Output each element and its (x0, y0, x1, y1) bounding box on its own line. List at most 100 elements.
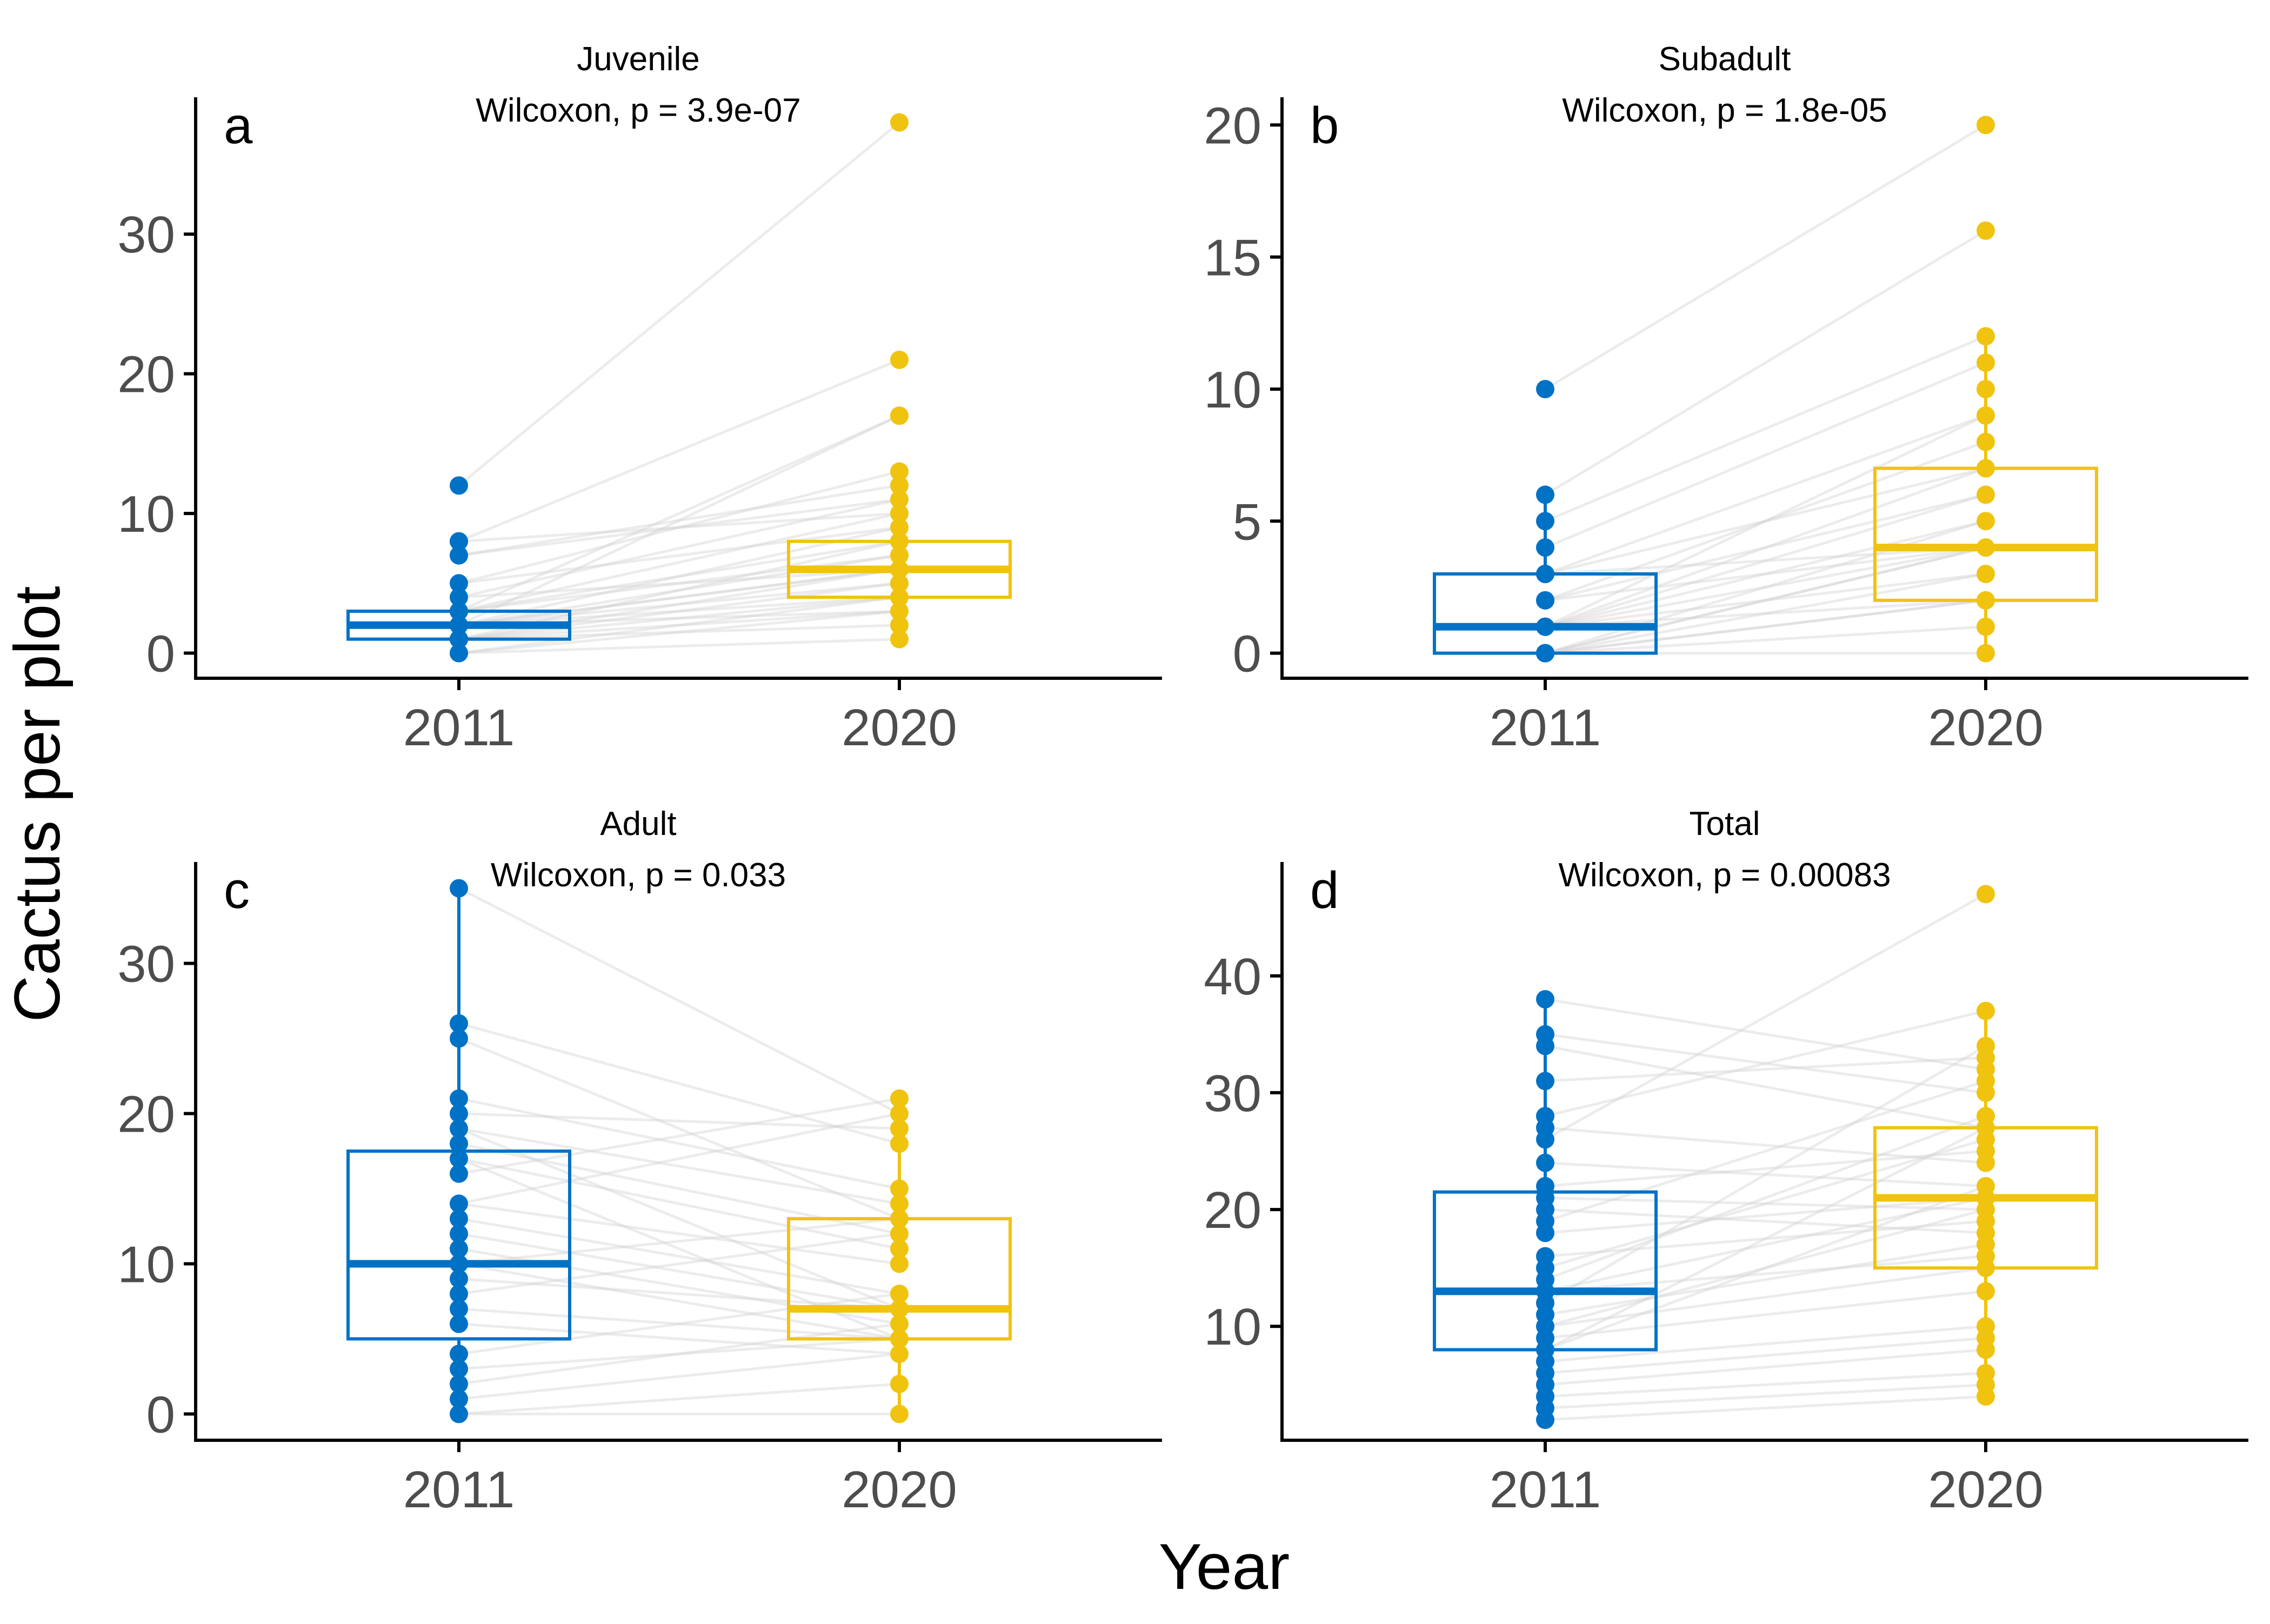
y-tick-label: 5 (1233, 493, 1261, 551)
data-point (1536, 1247, 1554, 1266)
data-point (1977, 1037, 1995, 1055)
panel-letter: a (224, 97, 253, 155)
data-point (890, 1224, 909, 1243)
data-point (450, 574, 468, 593)
data-point (1536, 538, 1554, 557)
data-point (1977, 221, 1995, 240)
x-tick-label: 2020 (842, 699, 957, 757)
paired-line (1545, 335, 1986, 523)
paired-line (458, 1202, 900, 1265)
paired-line (458, 540, 900, 613)
data-point (1536, 485, 1554, 504)
x-tick-label: 2020 (1928, 1461, 2044, 1519)
data-point (1536, 512, 1554, 531)
data-point (450, 1239, 468, 1258)
paired-line (458, 596, 900, 654)
data-point (1536, 564, 1554, 583)
paired-line (458, 358, 900, 543)
data-point (1977, 538, 1995, 557)
data-point (1977, 617, 1995, 636)
x-tick-label: 2011 (1490, 699, 1601, 757)
panel-title: Adult (600, 805, 676, 843)
paired-line (458, 1127, 900, 1205)
paired-line (1545, 1220, 1986, 1258)
paired-line (1545, 1010, 1986, 1118)
paired-line (458, 596, 900, 641)
paired-line (1545, 546, 1986, 629)
paired-line (1545, 519, 1986, 654)
data-point (890, 616, 909, 634)
data-point (890, 1374, 909, 1393)
points-2020 (890, 1089, 909, 1423)
data-point (450, 1119, 468, 1138)
points-2011 (450, 879, 468, 1423)
paired-line (458, 1382, 900, 1415)
paired-line (458, 567, 900, 627)
data-point (450, 1089, 468, 1108)
paired-line (1545, 625, 1986, 655)
data-point (1977, 1001, 1995, 1020)
y-tick-label: 10 (1204, 361, 1261, 419)
data-point (1536, 990, 1554, 1008)
data-point (450, 532, 468, 551)
y-tick-label: 0 (146, 1386, 175, 1443)
panel-letter: d (1310, 861, 1339, 919)
data-point (450, 630, 468, 649)
x-tick-label: 2020 (1928, 699, 2044, 757)
paired-line (1545, 493, 1986, 602)
paired-line (458, 1112, 900, 1205)
data-point (890, 1329, 909, 1348)
data-point (450, 1164, 468, 1183)
paired-line (1545, 414, 1986, 576)
panel-d: 10 20 30 40 2011 2020 Total Wilcoxon, p = 0.000… (1204, 805, 2248, 1519)
paired-line (458, 512, 900, 613)
data-point (1536, 591, 1554, 610)
paired-line (1544, 229, 1987, 496)
data-point (890, 574, 909, 593)
paired-line (458, 1097, 900, 1175)
paired-line (458, 1232, 900, 1295)
data-point (890, 113, 909, 132)
y-tick-label: 20 (1204, 97, 1261, 155)
y-tick-label: 0 (146, 625, 175, 683)
paired-line (458, 554, 900, 613)
paired-line (458, 1232, 900, 1311)
points-2011 (1536, 379, 1554, 663)
data-point (890, 504, 909, 523)
data-point (1536, 1177, 1554, 1195)
panel-title: Total (1690, 805, 1760, 843)
points-2020 (1977, 116, 1995, 663)
paired-line (1545, 1255, 1986, 1293)
y-axis-title: Cactus per plot (1, 586, 74, 1022)
paired-line (1545, 1079, 1986, 1223)
paired-line (1545, 1372, 1986, 1398)
data-point (890, 1285, 909, 1304)
paired-line (1545, 546, 1986, 655)
paired-line (1544, 124, 1987, 391)
panel-title: Juvenile (577, 41, 699, 78)
data-point (1977, 885, 1995, 904)
paired-line (1545, 1044, 1986, 1130)
paired-line (1545, 572, 1986, 629)
y-tick-label: 30 (1204, 1065, 1261, 1122)
paired-line (458, 1277, 900, 1311)
paired-line (1545, 519, 1986, 629)
paired-line (458, 470, 900, 585)
data-point (1977, 1364, 1995, 1382)
paired-line (1545, 493, 1986, 629)
paired-line (1544, 893, 1987, 1141)
data-point (450, 1254, 468, 1273)
paired-line (458, 498, 900, 599)
panel-annotation: Wilcoxon, p = 3.9e-07 (476, 92, 800, 129)
data-point (1977, 1177, 1995, 1195)
paired-line (1545, 1243, 1986, 1316)
paired-line (1545, 1348, 1986, 1386)
data-point (890, 1299, 909, 1318)
x-tick-label: 2011 (1490, 1461, 1601, 1519)
paired-line (1545, 1138, 1986, 1269)
data-point (890, 1405, 909, 1423)
data-point (450, 1269, 468, 1288)
y-tick-label: 30 (117, 935, 175, 993)
